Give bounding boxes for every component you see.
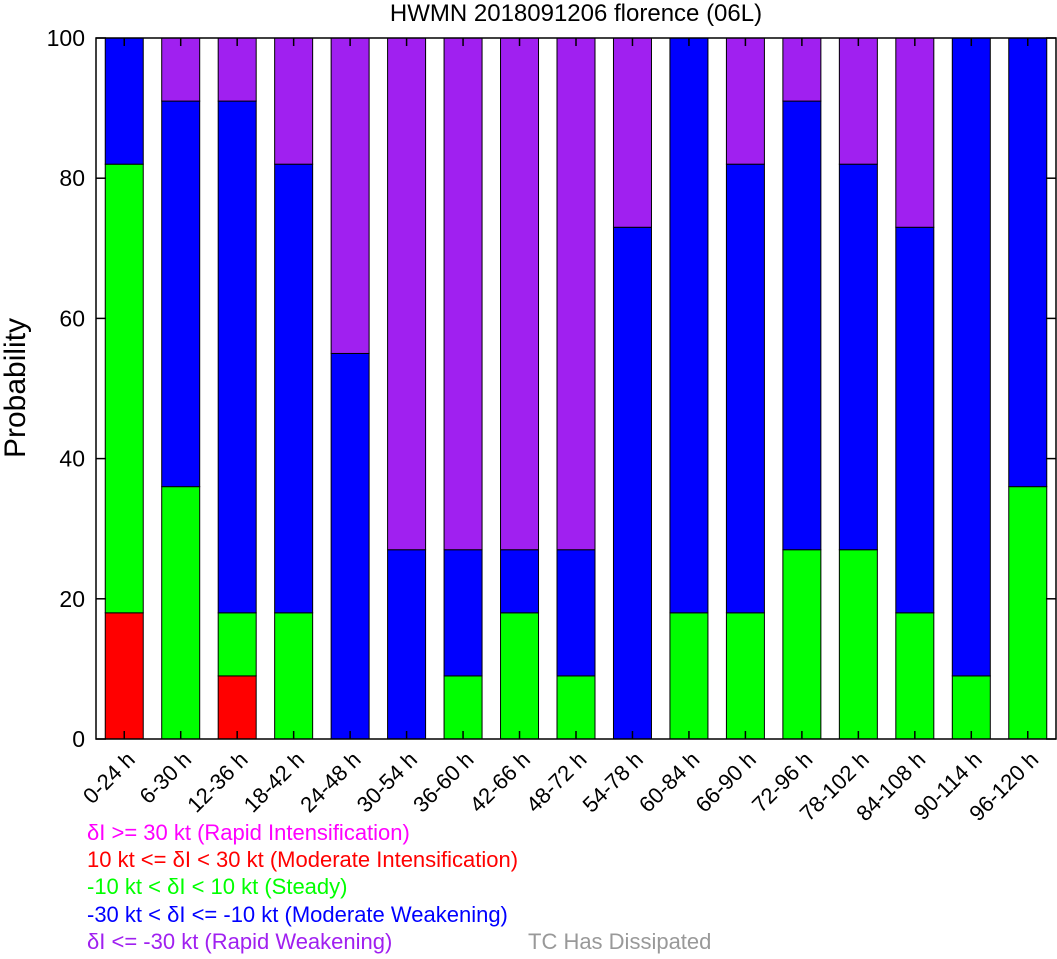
y-tick-label: 80 <box>59 165 85 191</box>
bar-segment-mw-2 <box>217 100 257 614</box>
bar-segment-steady-7 <box>500 612 540 740</box>
bar-segment-steady-8 <box>556 675 596 740</box>
bar-segment-mw-12 <box>782 100 822 551</box>
bars-group <box>104 37 1048 740</box>
bar-segment-steady-16 <box>1008 486 1048 740</box>
legend-steady: -10 kt < δI < 10 kt (Steady) <box>87 874 348 899</box>
bar-segment-rw-7 <box>500 37 540 551</box>
bar-segment-mw-10 <box>669 37 709 614</box>
bar-segment-mi-2 <box>217 675 257 740</box>
chart-title: HWMN 2018091206 florence (06L) <box>390 0 762 27</box>
bar-segment-steady-12 <box>782 549 822 740</box>
bar-segment-steady-10 <box>669 612 709 740</box>
y-tick-label: 40 <box>59 446 85 472</box>
bar-segment-mw-15 <box>951 37 991 677</box>
y-axis-label: Probability <box>0 318 32 458</box>
bar-segment-mw-8 <box>556 549 596 677</box>
bar-segment-mw-5 <box>387 549 427 740</box>
legend-tc-dissipated: TC Has Dissipated <box>528 929 712 954</box>
x-tick-label: 54-78 h <box>578 747 648 817</box>
bar-segment-rw-11 <box>725 37 765 165</box>
y-tick-label: 0 <box>72 726 85 752</box>
x-tick-label: 36-60 h <box>408 747 478 817</box>
legend-rapid-intensification: δI >= 30 kt (Rapid Intensification) <box>87 820 410 845</box>
bar-segment-rw-8 <box>556 37 596 551</box>
y-tick-label: 60 <box>59 305 85 331</box>
x-tick-label: 12-36 h <box>182 747 252 817</box>
bar-segment-mw-14 <box>895 226 935 614</box>
x-tick-label: 60-84 h <box>634 747 704 817</box>
bar-segment-rw-5 <box>387 37 427 551</box>
bar-segment-rw-4 <box>330 37 370 354</box>
bar-segment-mw-16 <box>1008 37 1048 488</box>
bar-segment-mw-13 <box>838 163 878 551</box>
y-tick-label: 100 <box>47 25 85 51</box>
y-tick-label: 20 <box>59 586 85 612</box>
bar-segment-steady-1 <box>161 486 201 740</box>
bar-segment-mw-0 <box>104 37 144 165</box>
bar-segment-mw-1 <box>161 100 201 488</box>
x-tick-label: 42-66 h <box>465 747 535 817</box>
x-tick-label: 48-72 h <box>521 747 591 817</box>
legend-rapid-weakening: δI <= -30 kt (Rapid Weakening) <box>87 929 393 954</box>
bar-segment-rw-2 <box>217 37 257 102</box>
bar-segment-rw-12 <box>782 37 822 102</box>
bar-segment-rw-14 <box>895 37 935 228</box>
bar-segment-rw-3 <box>274 37 314 165</box>
bar-segment-steady-6 <box>443 675 483 740</box>
legend-moderate-intensification: 10 kt <= δI < 30 kt (Moderate Intensific… <box>87 847 519 872</box>
bar-segment-steady-14 <box>895 612 935 740</box>
x-tick-label: 24-48 h <box>295 747 365 817</box>
bar-segment-steady-15 <box>951 675 991 740</box>
legend-moderate-weakening: -30 kt < δI <= -10 kt (Moderate Weakenin… <box>87 902 508 927</box>
bar-segment-rw-1 <box>161 37 201 102</box>
bar-segment-mw-11 <box>725 163 765 614</box>
x-tick-label: 66-90 h <box>691 747 761 817</box>
y-axis-ticks: 0 20 40 60 80 100 <box>47 25 1056 752</box>
bar-segment-rw-13 <box>838 37 878 165</box>
bar-segment-steady-0 <box>104 163 144 614</box>
bar-segment-mw-4 <box>330 352 370 740</box>
bar-segment-steady-2 <box>217 612 257 677</box>
bar-segment-mw-7 <box>500 549 540 614</box>
x-tick-label: 18-42 h <box>239 747 309 817</box>
bar-segment-mi-0 <box>104 612 144 740</box>
x-tick-label: 0-24 h <box>78 747 140 809</box>
bar-segment-rw-9 <box>612 37 652 228</box>
bar-segment-mw-3 <box>274 163 314 614</box>
bar-segment-mw-9 <box>612 226 652 740</box>
bar-segment-rw-6 <box>443 37 483 551</box>
bar-segment-steady-11 <box>725 612 765 740</box>
bar-segment-steady-3 <box>274 612 314 740</box>
x-tick-label: 30-54 h <box>352 747 422 817</box>
bar-segment-steady-13 <box>838 549 878 740</box>
bar-segment-mw-6 <box>443 549 483 677</box>
